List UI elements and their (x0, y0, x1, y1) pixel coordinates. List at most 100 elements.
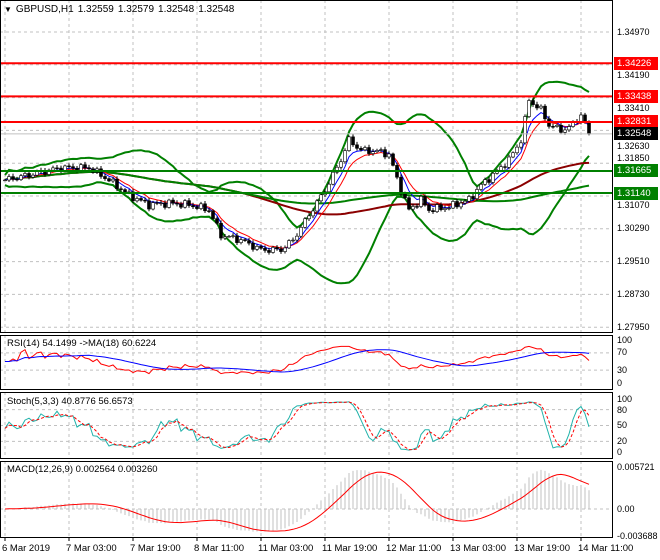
triangle-down-icon[interactable]: ▼ (4, 5, 12, 14)
indicator-tick-label: 0 (617, 377, 623, 388)
bull-candle (79, 164, 83, 172)
bear-candle (147, 200, 151, 210)
bull-candle (339, 161, 343, 168)
bear-candle (543, 105, 547, 120)
panel-frame (0, 335, 613, 390)
indicator-tick-label: 20 (617, 435, 628, 446)
price-tick-label: 1.34970 (617, 26, 650, 37)
open-value: 1.32559 (77, 4, 114, 15)
time-tick-label: 7 Mar 19:00 (130, 543, 181, 554)
bear-candle (551, 126, 555, 128)
indicator-tick-label: 80 (617, 405, 628, 415)
time-tick-label: 12 Mar 11:00 (386, 543, 442, 554)
bull-candle (479, 184, 483, 190)
bear-candle (11, 176, 15, 180)
bear-candle (559, 124, 563, 133)
resistance-level-tag: 1.32831 (614, 115, 658, 129)
bear-candle (15, 178, 19, 181)
panel-frame (0, 392, 613, 459)
bear-candle (195, 206, 199, 209)
bull-candle (459, 202, 463, 208)
bear-candle (455, 201, 459, 208)
symbol-label: GBPUSD,H1 (15, 4, 74, 15)
bull-candle (295, 235, 299, 241)
bull-candle (307, 215, 311, 220)
price-tick-label: 1.31850 (617, 152, 650, 163)
support-level-tag: 1.31665 (614, 164, 658, 178)
bear-candle (119, 188, 123, 190)
bear-candle (391, 153, 395, 166)
price-tick-label: 1.28730 (617, 288, 650, 299)
bull-candle (511, 152, 515, 158)
bear-candle (439, 204, 443, 210)
current-price-tag: 1.32548 (614, 127, 658, 141)
bull-candle (319, 194, 323, 202)
bear-candle (163, 202, 167, 208)
bull-candle (7, 176, 11, 181)
indicator-tick-label: 100 (617, 393, 633, 404)
indicator-tick-label: 50 (617, 420, 628, 430)
bear-candle (247, 240, 251, 244)
bear-candle (403, 193, 407, 198)
bull-candle (3, 179, 7, 182)
high-value: 1.32579 (117, 4, 155, 15)
bear-candle (171, 199, 175, 204)
time-tick-label: 14 Mar 11:00 (578, 543, 634, 554)
bear-candle (487, 179, 491, 183)
bull-candle (255, 246, 259, 250)
bull-candle (515, 146, 519, 154)
bull-candle (371, 151, 375, 154)
bull-candle (555, 124, 559, 127)
bear-candle (267, 250, 271, 253)
bear-candle (55, 167, 59, 169)
bull-candle (51, 167, 55, 171)
bear-candle (99, 168, 103, 177)
bear-candle (27, 173, 31, 178)
bull-candle (363, 147, 367, 151)
bear-candle (131, 191, 135, 202)
time-tick-label: 8 Mar 11:00 (194, 543, 244, 554)
price-tick-label: 1.29510 (617, 256, 650, 267)
bull-candle (563, 129, 567, 133)
bull-candle (527, 100, 531, 117)
bear-candle (211, 210, 215, 219)
bear-candle (423, 195, 427, 206)
bull-candle (199, 203, 203, 209)
stoch-label: Stoch(5,3,3) 40.8776 56.6573 (7, 396, 133, 407)
bull-candle (19, 175, 23, 180)
bear-candle (471, 196, 475, 199)
bull-candle (231, 235, 235, 237)
bear-candle (351, 136, 355, 146)
resistance-level-tag: 1.34226 (614, 56, 658, 70)
bear-candle (535, 104, 539, 109)
bear-candle (139, 198, 143, 201)
bear-candle (279, 248, 283, 252)
bear-candle (175, 202, 179, 205)
bear-candle (215, 218, 219, 224)
bull-candle (539, 105, 543, 109)
bear-candle (207, 210, 211, 212)
bear-candle (143, 199, 147, 202)
bear-candle (155, 202, 159, 204)
close-value: 1.32548 (198, 4, 235, 15)
bull-candle (151, 202, 155, 210)
time-tick-label: 6 Mar 2019 (2, 543, 51, 554)
time-tick-label: 11 Mar 19:00 (322, 543, 378, 554)
bear-candle (503, 166, 507, 168)
bull-candle (443, 208, 447, 210)
bull-candle (567, 126, 571, 131)
bull-candle (183, 200, 187, 208)
bull-candle (435, 204, 439, 212)
bear-candle (67, 165, 71, 168)
bear-candle (103, 176, 107, 179)
bull-candle (411, 206, 415, 210)
bull-candle (35, 171, 39, 176)
bear-candle (219, 222, 223, 239)
rsi-ma-line (5, 349, 590, 373)
time-tick-label: 7 Mar 03:00 (66, 543, 117, 554)
price-tick-label: 1.31070 (617, 200, 650, 211)
bear-candle (275, 247, 279, 250)
rsi-line (5, 345, 590, 375)
bull-candle (287, 240, 291, 249)
